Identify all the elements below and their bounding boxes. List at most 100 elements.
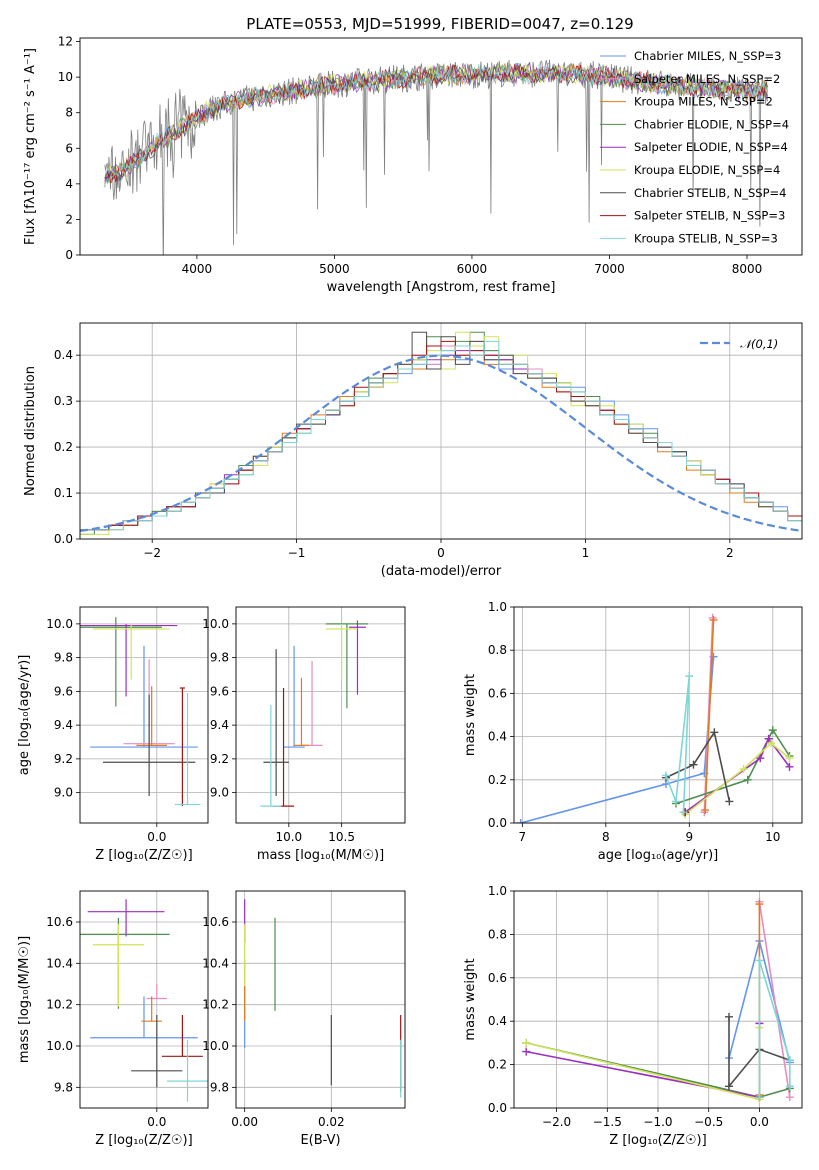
weight-marker-8 (671, 797, 680, 806)
y-tick-label: 1.0 (488, 884, 507, 898)
legend-label-1: Salpeter MILES, N_SSP=2 (634, 72, 780, 86)
weight-line-6 (665, 730, 731, 802)
x-axis-label: wavelength [Angstrom, rest frame] (327, 280, 556, 295)
y-tick-label: 10.2 (46, 998, 73, 1012)
y-tick-label: 0.8 (488, 643, 507, 657)
y-tick-label: 10.0 (46, 1039, 73, 1053)
y-tick-label: 10.0 (202, 1039, 229, 1053)
weight-line-1 (703, 617, 714, 813)
y-axis-label: mass [log₁₀(M/M☉)] (17, 936, 32, 1063)
y-tick-label: 0.3 (54, 394, 73, 408)
y-axis-label: Normed distribution (23, 366, 38, 496)
legend-label-7: Salpeter STELIB, N_SSP=3 (634, 209, 785, 223)
y-tick-label: 10.0 (46, 617, 73, 631)
axes-frame (513, 890, 803, 1109)
panel-mass_weight_vs_Z: −2.0 −1.5 −1.0 −0.5 0.0 0.0 0.2 0.4 0.6 0.8 1.0 Z [… (463, 884, 803, 1148)
y-axis-label: age [log₁₀(age/yr)] (17, 655, 32, 776)
x-tick-label: 7000 (594, 262, 625, 276)
y-tick-label: 0.2 (54, 440, 73, 454)
spectrum-legend: Chabrier MILES, N_SSP=3 Salpeter MILES, N… (600, 49, 789, 245)
y-tick-label: 9.6 (210, 684, 229, 698)
axes-frame (513, 606, 803, 824)
x-tick-label: 9 (685, 830, 693, 844)
x-tick-label: 0.0 (147, 830, 166, 844)
y-tick-label: 9.2 (54, 752, 73, 766)
y-axis-label: mass weight (463, 958, 478, 1040)
x-tick-label: 7 (519, 830, 527, 844)
y-tick-label: 10.4 (202, 956, 229, 970)
weight-line-8 (665, 676, 691, 813)
weight-marker-8 (685, 672, 694, 681)
x-axis-label: Z [log₁₀(Z/Z☉)] (609, 1133, 706, 1148)
weight-line-4 (684, 737, 791, 813)
x-tick-label: 10.0 (275, 830, 302, 844)
weight-marker-8 (679, 808, 688, 817)
legend-label-8: Kroupa STELIB, N_SSP=3 (634, 231, 778, 245)
axes-frame (235, 606, 406, 824)
histograms (80, 331, 802, 539)
y-tick-label: 9.2 (210, 752, 229, 766)
model-line-8 (104, 62, 768, 186)
x-tick-label: −1 (288, 546, 306, 560)
x-tick-label: 0.0 (750, 1115, 769, 1129)
y-tick-label: 0.0 (54, 532, 73, 546)
weight-marker-3 (768, 726, 777, 735)
x-tick-label: 8 (602, 830, 610, 844)
legend-label-6: Chabrier STELIB, N_SSP=4 (634, 186, 786, 200)
weight-marker-2 (701, 806, 710, 815)
y-tick-label: 10.4 (46, 956, 73, 970)
y-tick-label: 1.0 (488, 600, 507, 614)
panel-mass_vs_ebv: 0.00 0.02 9.8 10.0 10.2 10.4 10.6 E(B-V) (202, 890, 406, 1148)
x-tick-label: −0.5 (694, 1115, 723, 1129)
x-tick-label: 8000 (732, 262, 763, 276)
y-tick-label: 9.6 (54, 684, 73, 698)
y-tick-label: 0.6 (488, 971, 507, 985)
weight-marker-5 (767, 739, 776, 748)
y-tick-label: 10.6 (202, 915, 229, 929)
y-tick-label: 10.0 (202, 617, 229, 631)
y-tick-label: 6 (65, 141, 73, 155)
panel-residuals: −2 −1 0 1 2 0.0 0.1 0.2 0.3 0.4 (data-model)/error… (23, 322, 803, 579)
weight-line-4 (526, 1023, 761, 1099)
legend-label-4: Salpeter ELODIE, N_SSP=4 (634, 140, 788, 154)
x-tick-label: 0.02 (318, 1115, 345, 1129)
x-tick-label: 10 (765, 830, 780, 844)
weight-marker-4 (764, 734, 773, 743)
axes-frame (79, 606, 209, 824)
x-tick-label: 2 (726, 546, 734, 560)
y-tick-label: 0.0 (488, 816, 507, 830)
y-tick-label: 9.4 (54, 718, 73, 732)
y-tick-label: 9.4 (210, 718, 229, 732)
axes-frame (79, 322, 803, 540)
histogram-6 (80, 331, 802, 539)
y-tick-label: 0.4 (488, 1014, 507, 1028)
residual-legend: 𝒩(0,1) (700, 337, 778, 351)
x-axis-label: Z [log₁₀(Z/Z☉)] (95, 1133, 192, 1148)
y-tick-label: 0.6 (488, 686, 507, 700)
x-tick-label: 0 (437, 546, 445, 560)
x-tick-label: 5000 (319, 262, 350, 276)
y-tick-label: 0.2 (488, 1058, 507, 1072)
weight-line-8 (758, 960, 791, 1098)
normal-curve (80, 354, 802, 532)
weight-marker-4 (522, 1047, 531, 1056)
x-axis-label: Z [log₁₀(Z/Z☉)] (95, 848, 192, 863)
weight-marker-4 (785, 762, 794, 771)
legend-label-5: Kroupa ELODIE, N_SSP=4 (634, 163, 780, 177)
legend-label-normal: 𝒩(0,1) (740, 337, 778, 351)
weight-marker-6 (689, 760, 698, 769)
weight-marker-3 (743, 775, 752, 784)
y-tick-label: 2 (65, 212, 73, 226)
weight-marker-2 (709, 615, 718, 624)
weight-marker-4 (756, 754, 765, 763)
weight-line-1 (758, 901, 791, 1098)
panel-mass_vs_Z: 0.0 9.8 10.0 10.2 10.4 10.6 Z [log₁₀(Z/Z☉)] mas… (17, 890, 209, 1148)
y-tick-label: 9.0 (54, 786, 73, 800)
y-tick-label: 10.6 (46, 915, 73, 929)
weight-marker-8 (661, 771, 670, 780)
y-tick-label: 4 (65, 177, 73, 191)
x-tick-label: 10.5 (328, 830, 355, 844)
spectrum-lines (104, 59, 768, 255)
x-tick-label: −2.0 (542, 1115, 571, 1129)
